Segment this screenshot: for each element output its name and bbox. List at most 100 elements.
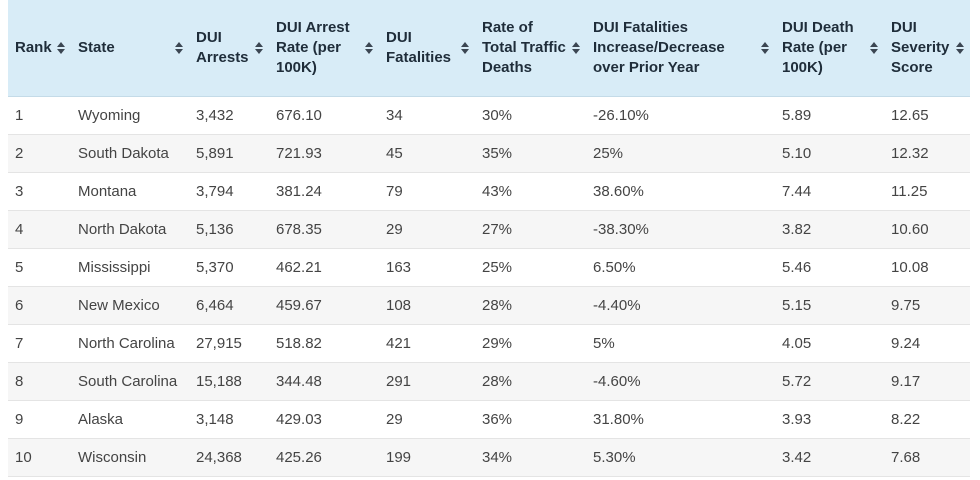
cell-rate-total: 36% — [475, 400, 586, 439]
cell-death-rate: 3.82 — [775, 210, 884, 249]
cell-arrest-rate: 344.48 — [269, 362, 379, 401]
cell-rank: 3 — [8, 172, 71, 211]
table-row: 3 Montana 3,794 381.24 79 43% 38.60% 7.44 11.25 — [8, 172, 970, 211]
cell-fatalities: 199 — [379, 438, 475, 477]
cell-rate-total: 34% — [475, 438, 586, 477]
cell-change: -38.30% — [586, 210, 775, 249]
sort-icon[interactable] — [956, 41, 964, 55]
sort-icon[interactable] — [461, 41, 469, 55]
cell-severity: 11.25 — [884, 172, 970, 211]
cell-arrests: 3,794 — [189, 172, 269, 211]
cell-arrest-rate: 429.03 — [269, 400, 379, 439]
cell-state: North Dakota — [71, 210, 189, 249]
cell-rate-total: 43% — [475, 172, 586, 211]
cell-arrest-rate: 381.24 — [269, 172, 379, 211]
cell-rate-total: 28% — [475, 362, 586, 401]
sort-icon[interactable] — [870, 41, 878, 55]
cell-change: 6.50% — [586, 248, 775, 287]
cell-severity: 9.24 — [884, 324, 970, 363]
cell-rank: 7 — [8, 324, 71, 363]
sort-icon[interactable] — [761, 41, 769, 55]
sort-icon[interactable] — [57, 41, 65, 55]
cell-rank: 10 — [8, 438, 71, 477]
cell-death-rate: 5.72 — [775, 362, 884, 401]
column-header-label: Rank — [15, 39, 52, 56]
cell-death-rate: 5.46 — [775, 248, 884, 287]
cell-rank: 4 — [8, 210, 71, 249]
cell-arrest-rate: 518.82 — [269, 324, 379, 363]
cell-death-rate: 5.15 — [775, 286, 884, 325]
sort-icon[interactable] — [255, 41, 263, 55]
cell-state: Montana — [71, 172, 189, 211]
cell-arrest-rate: 678.35 — [269, 210, 379, 249]
column-header-label: DUI Arrests — [196, 29, 249, 66]
cell-state: New Mexico — [71, 286, 189, 325]
cell-severity: 9.75 — [884, 286, 970, 325]
column-header-rate-total[interactable]: Rate of Total Traffic Deaths — [475, 0, 586, 97]
cell-arrest-rate: 425.26 — [269, 438, 379, 477]
cell-fatalities: 421 — [379, 324, 475, 363]
cell-arrests: 15,188 — [189, 362, 269, 401]
cell-rank: 9 — [8, 400, 71, 439]
table-row: 10 Wisconsin 24,368 425.26 199 34% 5.30% 3.42 7.… — [8, 438, 970, 477]
cell-change: 31.80% — [586, 400, 775, 439]
cell-rank: 6 — [8, 286, 71, 325]
cell-rate-total: 25% — [475, 248, 586, 287]
cell-death-rate: 3.42 — [775, 438, 884, 477]
cell-arrest-rate: 462.21 — [269, 248, 379, 287]
column-header-label: Rate of Total Traffic Deaths — [482, 19, 566, 76]
cell-arrests: 24,368 — [189, 438, 269, 477]
column-header-fatalities[interactable]: DUI Fatalities — [379, 0, 475, 97]
cell-rank: 1 — [8, 96, 71, 135]
column-header-label: DUI Severity Score — [891, 19, 950, 76]
cell-rate-total: 30% — [475, 96, 586, 135]
cell-severity: 10.08 — [884, 248, 970, 287]
table-row: 9 Alaska 3,148 429.03 29 36% 31.80% 3.93 8.22 — [8, 400, 970, 439]
cell-fatalities: 163 — [379, 248, 475, 287]
cell-fatalities: 45 — [379, 134, 475, 173]
column-header-label: DUI Fatalities Increase/Decrease over Pr… — [593, 19, 725, 76]
cell-arrests: 5,891 — [189, 134, 269, 173]
cell-change: 38.60% — [586, 172, 775, 211]
column-header-severity[interactable]: DUI Severity Score — [884, 0, 970, 97]
column-header-arrests[interactable]: DUI Arrests — [189, 0, 269, 97]
sort-icon[interactable] — [365, 41, 373, 55]
cell-fatalities: 34 — [379, 96, 475, 135]
column-header-state[interactable]: State — [71, 0, 189, 97]
column-header-label: State — [78, 39, 115, 56]
dui-ranking-table-container: Rank State DUI Arrests DUI Arrest Rate (… — [8, 0, 970, 477]
column-header-death-rate[interactable]: DUI Death Rate (per 100K) — [775, 0, 884, 97]
column-header-arrest-rate[interactable]: DUI Arrest Rate (per 100K) — [269, 0, 379, 97]
cell-arrests: 6,464 — [189, 286, 269, 325]
cell-rate-total: 29% — [475, 324, 586, 363]
cell-state: Wisconsin — [71, 438, 189, 477]
cell-fatalities: 29 — [379, 400, 475, 439]
cell-arrest-rate: 676.10 — [269, 96, 379, 135]
cell-state: North Carolina — [71, 324, 189, 363]
column-header-change[interactable]: DUI Fatalities Increase/Decrease over Pr… — [586, 0, 775, 97]
cell-change: 25% — [586, 134, 775, 173]
sort-icon[interactable] — [572, 41, 580, 55]
column-header-label: DUI Arrest Rate (per 100K) — [276, 19, 350, 76]
cell-state: Wyoming — [71, 96, 189, 135]
cell-rank: 8 — [8, 362, 71, 401]
cell-rank: 2 — [8, 134, 71, 173]
cell-rate-total: 28% — [475, 286, 586, 325]
cell-severity: 7.68 — [884, 438, 970, 477]
cell-state: Mississippi — [71, 248, 189, 287]
cell-rank: 5 — [8, 248, 71, 287]
cell-change: -4.40% — [586, 286, 775, 325]
dui-ranking-table: Rank State DUI Arrests DUI Arrest Rate (… — [8, 0, 970, 477]
column-header-rank[interactable]: Rank — [8, 0, 71, 97]
cell-change: -26.10% — [586, 96, 775, 135]
table-row: 8 South Carolina 15,188 344.48 291 28% -4.60% 5… — [8, 362, 970, 401]
cell-change: -4.60% — [586, 362, 775, 401]
cell-rate-total: 35% — [475, 134, 586, 173]
cell-severity: 12.65 — [884, 96, 970, 135]
cell-arrest-rate: 459.67 — [269, 286, 379, 325]
table-row: 1 Wyoming 3,432 676.10 34 30% -26.10% 5.89 12.65 — [8, 96, 970, 135]
cell-state: South Dakota — [71, 134, 189, 173]
cell-fatalities: 291 — [379, 362, 475, 401]
column-header-label: DUI Death Rate (per 100K) — [782, 19, 854, 76]
sort-icon[interactable] — [175, 41, 183, 55]
